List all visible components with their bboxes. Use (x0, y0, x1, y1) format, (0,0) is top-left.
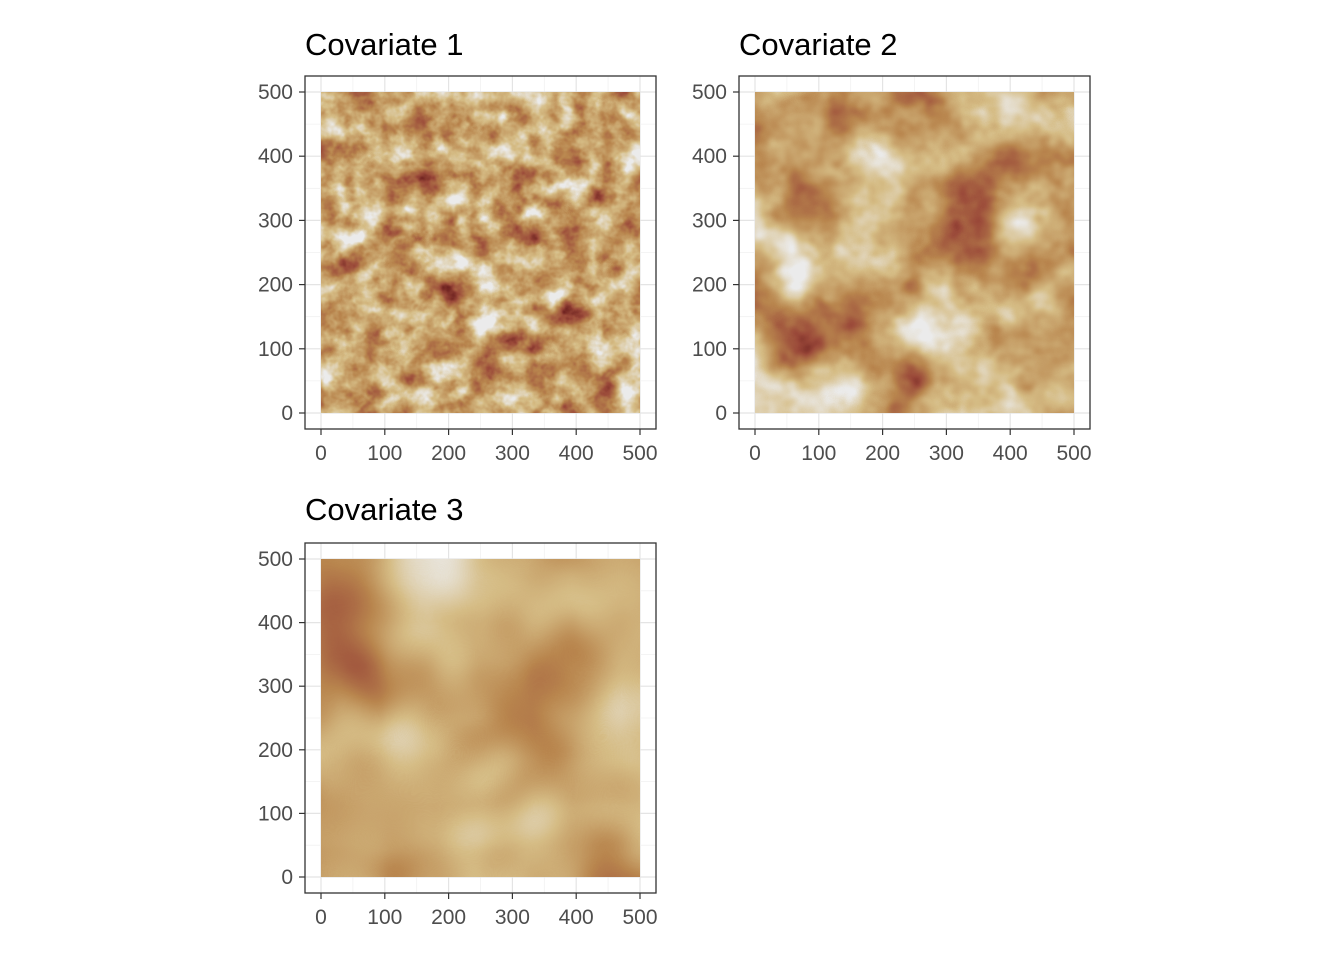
x-tick-label: 0 (749, 442, 761, 465)
panel-covariate-3: Covariate 3 0 100 200 300 400 500 0 100 200 300 400… (258, 492, 658, 929)
y-tick-label: 400 (692, 145, 727, 168)
y-tick-label: 100 (692, 338, 727, 361)
y-tick-label: 0 (281, 866, 293, 889)
x-tick-label: 200 (865, 442, 900, 465)
x-tick-label: 200 (431, 442, 466, 465)
raster-field (321, 559, 640, 877)
y-tick-label: 300 (258, 209, 293, 232)
y-tick-label: 0 (281, 402, 293, 425)
y-tick-label: 200 (258, 739, 293, 762)
x-tick-label: 300 (495, 442, 530, 465)
x-tick-label: 100 (801, 442, 836, 465)
panel-title: Covariate 1 (305, 27, 464, 62)
panel-border (304, 75, 657, 430)
x-tick-label: 100 (367, 442, 402, 465)
x-tick-label: 0 (315, 906, 327, 929)
panel-border (738, 75, 1091, 430)
raster-field (321, 92, 640, 413)
panel-title: Covariate 2 (739, 27, 898, 62)
y-tick-label: 500 (258, 81, 293, 104)
x-tick-label: 300 (495, 906, 530, 929)
y-tick-label: 300 (692, 209, 727, 232)
y-tick-label: 100 (258, 338, 293, 361)
x-tick-label: 400 (559, 906, 594, 929)
y-tick-label: 100 (258, 802, 293, 825)
y-tick-label: 400 (258, 612, 293, 635)
y-tick-label: 200 (258, 274, 293, 297)
y-tick-label: 200 (692, 274, 727, 297)
y-tick-label: 400 (258, 145, 293, 168)
panel-title: Covariate 3 (305, 492, 464, 527)
x-tick-label: 0 (315, 442, 327, 465)
x-tick-label: 400 (559, 442, 594, 465)
x-tick-label: 500 (1056, 442, 1091, 465)
panel-covariate-2: Covariate 2 0 100 200 300 400 500 0 100 200 300 400… (692, 27, 1092, 465)
y-tick-label: 0 (715, 402, 727, 425)
x-tick-label: 200 (431, 906, 466, 929)
y-tick-label: 500 (692, 81, 727, 104)
x-tick-label: 400 (993, 442, 1028, 465)
panel-covariate-1: Covariate 1 0 100 200 300 400 500 0 100 200 300 400… (258, 27, 658, 465)
y-tick-label: 500 (258, 548, 293, 571)
y-tick-label: 300 (258, 675, 293, 698)
x-tick-label: 500 (622, 442, 657, 465)
x-tick-label: 500 (622, 906, 657, 929)
x-tick-label: 100 (367, 906, 402, 929)
raster-field (755, 92, 1074, 413)
x-tick-label: 300 (929, 442, 964, 465)
panel-border (304, 542, 657, 894)
